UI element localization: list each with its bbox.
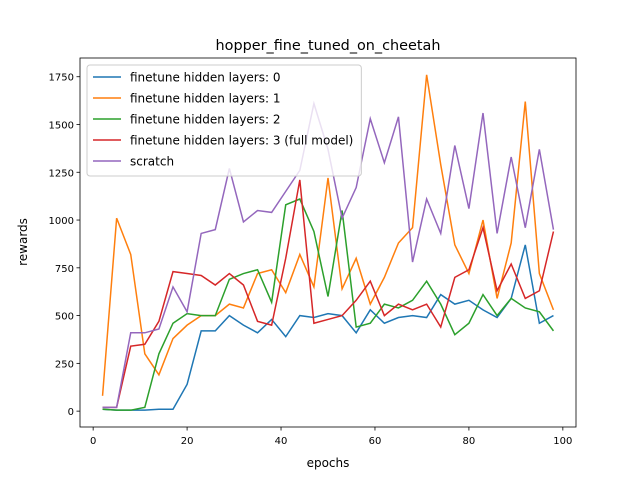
x-tick-label: 0 <box>90 436 96 447</box>
y-tick-label: 0 <box>68 407 74 418</box>
y-tick-label: 500 <box>55 312 74 323</box>
chart-title: hopper_fine_tuned_on_cheetah <box>216 38 441 54</box>
series-line <box>101 74 555 396</box>
series-line <box>102 244 554 411</box>
y-tick-label: 1500 <box>49 121 74 132</box>
plot-frame <box>79 57 577 428</box>
series-line <box>102 198 555 411</box>
y-tick-label: 1250 <box>49 168 74 179</box>
y-tick-label: 1000 <box>49 216 74 227</box>
legend-box <box>86 64 362 177</box>
legend-label: finetune hidden layers: 2 <box>130 113 281 127</box>
x-tick-label: 80 <box>463 436 476 447</box>
legend: finetune hidden layers: 0 finetune hidden… <box>86 64 362 177</box>
y-tick-label: 750 <box>55 264 74 275</box>
x-tick-label: 40 <box>275 436 288 447</box>
y-tick-label: 1750 <box>49 73 74 84</box>
legend-label: finetune hidden layers: 0 <box>130 71 281 85</box>
x-tick-label: 100 <box>553 436 572 447</box>
series-line <box>102 179 555 409</box>
legend-label: scratch <box>130 155 174 169</box>
x-axis-label: epochs <box>307 456 350 470</box>
legend-label: finetune hidden layers: 3 (full model) <box>130 134 353 148</box>
y-tick-label: 250 <box>55 359 74 370</box>
x-tick-label: 20 <box>181 436 194 447</box>
y-axis-label: rewards <box>16 218 30 266</box>
legend-label: finetune hidden layers: 1 <box>130 92 281 106</box>
x-tick-label: 60 <box>369 436 382 447</box>
